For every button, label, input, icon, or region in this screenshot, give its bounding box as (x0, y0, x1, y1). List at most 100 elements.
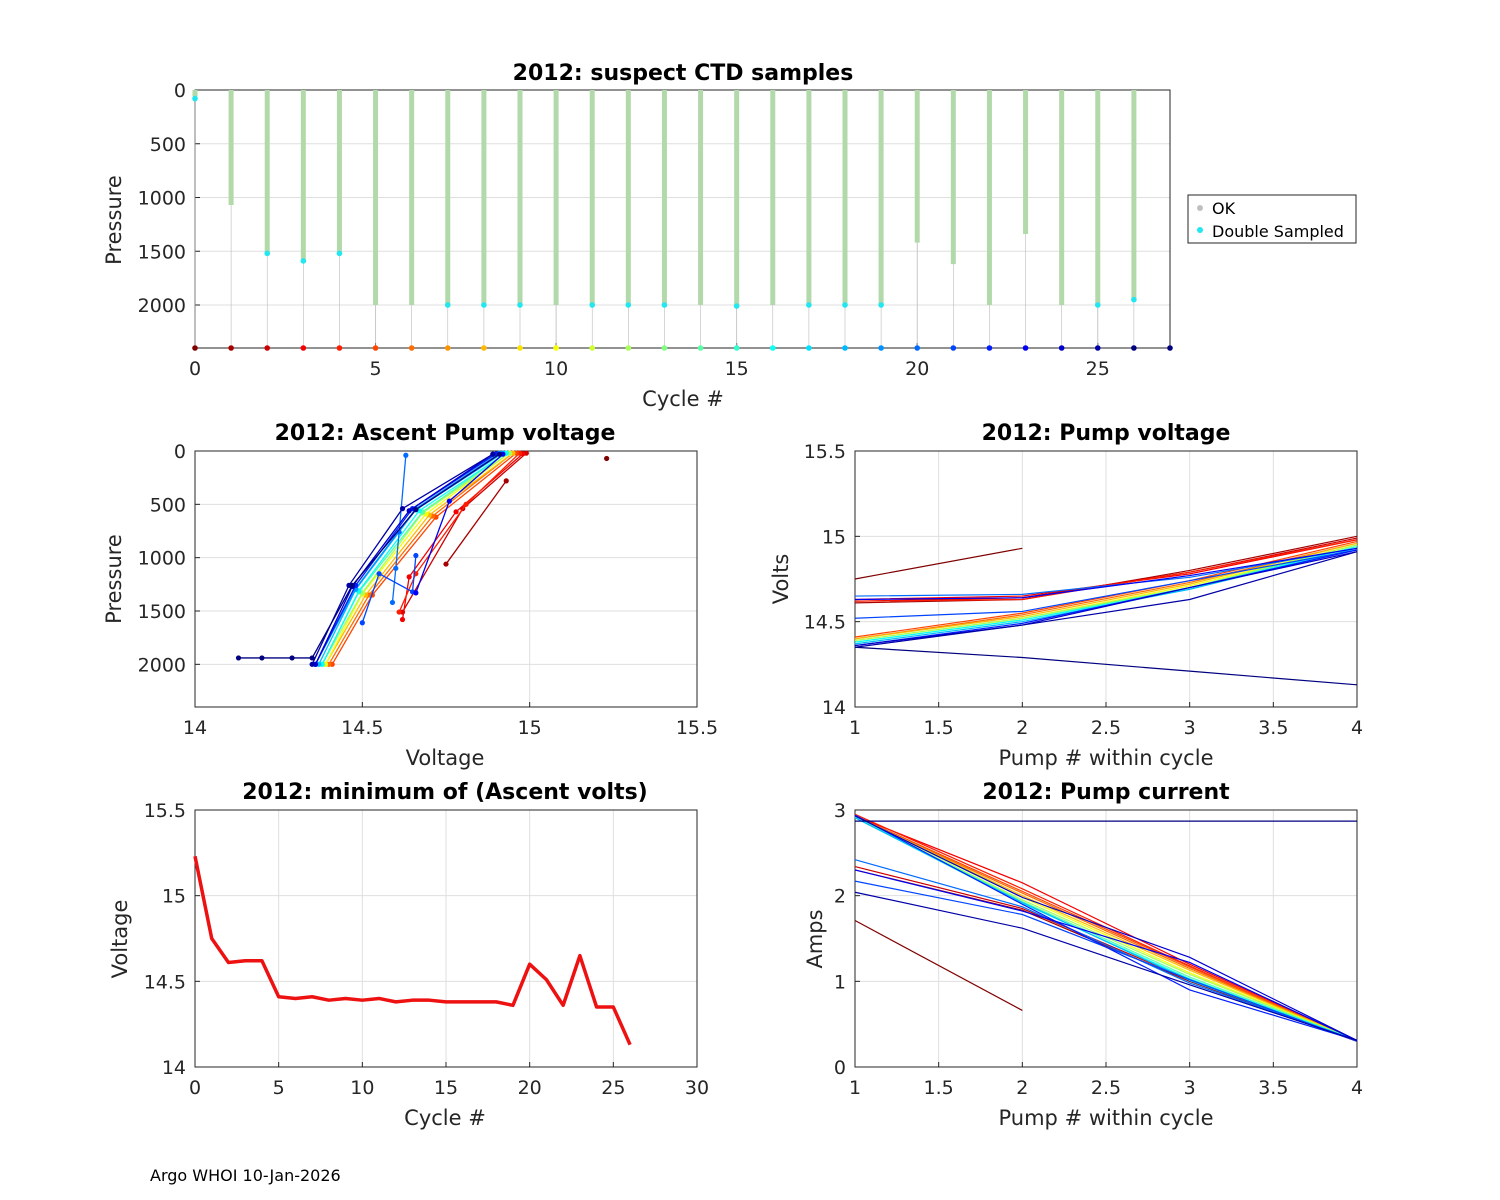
tick-labels: 14 14.5 15 15.5 0 500 1000 1500 2000 (138, 441, 719, 739)
legend-ok-marker (1197, 205, 1203, 211)
x-tick-label: 4 (1351, 1077, 1363, 1099)
y-tick-label: 1000 (138, 548, 186, 570)
cycle-marker (264, 345, 271, 351)
suspect-ctd-samples-chart: 2012: suspect CTD samples Cycle # Pressu… (102, 61, 1173, 411)
double-sampled-point (1131, 296, 1137, 303)
ascent-point (413, 590, 419, 596)
grid (854, 450, 1358, 708)
y-axis-label: Voltage (108, 900, 132, 979)
double-sampled-point (336, 250, 343, 257)
x-tick-label: 2 (1016, 717, 1028, 739)
tick-labels: 1 1.5 2 2.5 3 3.5 4 14 14.5 15 15.5 (804, 441, 1363, 739)
cycle-marker (806, 345, 812, 351)
pump-current-series-line (854, 815, 1358, 1041)
legend-double-sampled-label: Double Sampled (1212, 222, 1344, 241)
y-tick-label: 500 (150, 494, 186, 516)
plot-area (193, 855, 632, 1046)
y-tick-label: 14.5 (804, 612, 846, 634)
x-axis-label: Voltage (406, 746, 485, 770)
double-sampled-point (264, 250, 271, 257)
x-tick-label: 3 (1184, 1077, 1196, 1099)
x-tick-label: 10 (350, 1077, 374, 1099)
x-tick-label: 15.5 (676, 717, 718, 739)
x-tick-label: 20 (518, 1077, 542, 1099)
pump-voltage-series-line (854, 551, 1358, 648)
ascent-point (490, 451, 496, 457)
grid (854, 809, 1358, 1068)
cycle-marker (1094, 345, 1101, 351)
ascent-point (359, 620, 365, 626)
y-tick-label: 500 (150, 134, 186, 156)
y-tick-label: 1000 (138, 188, 186, 210)
x-tick-label: 2.5 (1091, 717, 1121, 739)
y-tick-label: 15 (162, 886, 186, 908)
x-axis-label: Cycle # (642, 387, 724, 411)
pump-current-series-line (854, 891, 1358, 1042)
ascent-pump-voltage-chart: 2012: Ascent Pump voltage Voltage Pressu… (102, 421, 718, 770)
y-tick-label: 0 (174, 441, 186, 463)
chart-title: 2012: minimum of (Ascent volts) (242, 780, 648, 805)
y-axis-label: Pressure (102, 534, 126, 624)
x-axis-label: Pump # within cycle (999, 746, 1214, 770)
x-tick-label: 1 (849, 717, 861, 739)
double-sampled-point (733, 303, 740, 309)
ascent-point (443, 561, 449, 567)
pump-current-series-line (854, 816, 1358, 1041)
x-axis-label: Pump # within cycle (999, 1106, 1214, 1130)
ascent-point (235, 655, 242, 661)
plot-area (235, 450, 610, 667)
y-tick-label: 14 (162, 1057, 186, 1079)
y-tick-label: 1500 (138, 241, 186, 263)
plot-area (192, 90, 1173, 351)
cycle-marker (697, 345, 704, 351)
cycle-marker (1131, 345, 1137, 351)
x-tick-label: 1.5 (924, 717, 954, 739)
legend-box (1187, 194, 1357, 244)
ascent-point (406, 508, 412, 514)
axes-frame (854, 809, 1358, 1068)
cycle-marker (986, 345, 993, 351)
x-tick-label: 5 (370, 358, 382, 380)
minimum-voltage-line (193, 855, 632, 1046)
pump-voltage-series-line (854, 540, 1358, 638)
cycle-marker (733, 345, 740, 351)
pump-current-series-line (854, 859, 1358, 1042)
cycle-marker (228, 345, 234, 351)
ascent-point (289, 655, 295, 661)
pump-voltage-series-line (854, 544, 1358, 642)
double-sampled-point (517, 302, 523, 308)
cycle-marker (914, 345, 921, 351)
cycle-marker (878, 345, 884, 351)
x-tick-label: 20 (905, 358, 929, 380)
chart-title: 2012: suspect CTD samples (513, 61, 854, 86)
cycle-marker (769, 345, 776, 351)
double-sampled-point (1094, 302, 1101, 308)
pump-current-series-line (854, 919, 1023, 1011)
y-tick-label: 14.5 (144, 971, 186, 993)
y-tick-label: 0 (834, 1057, 846, 1079)
ascent-point (413, 507, 419, 513)
x-tick-label: 25 (601, 1077, 625, 1099)
legend-double-sampled-marker (1197, 227, 1203, 233)
y-tick-label: 2000 (138, 654, 186, 676)
ascent-series-line (324, 452, 514, 665)
y-tick-label: 15.5 (144, 800, 186, 822)
pump-voltage-series-line (854, 542, 1358, 640)
pump-current-series-line (854, 815, 1358, 1041)
ascent-series-line (321, 452, 507, 665)
footer-credit: Argo WHOI 10-Jan-2026 (150, 1166, 341, 1185)
legend-ok-label: OK (1212, 199, 1236, 218)
double-sampled-point (481, 302, 487, 308)
double-sampled-point (625, 302, 632, 308)
pump-voltage-series-line (854, 545, 1358, 643)
ascent-series-line (318, 452, 504, 665)
ascent-point (376, 571, 382, 577)
cycle-marker (517, 345, 523, 351)
ascent-point (399, 506, 406, 512)
ascent-point (503, 478, 509, 484)
x-tick-label: 15 (518, 717, 542, 739)
x-tick-label: 14.5 (341, 717, 383, 739)
pump-voltage-series-line (854, 646, 1358, 686)
